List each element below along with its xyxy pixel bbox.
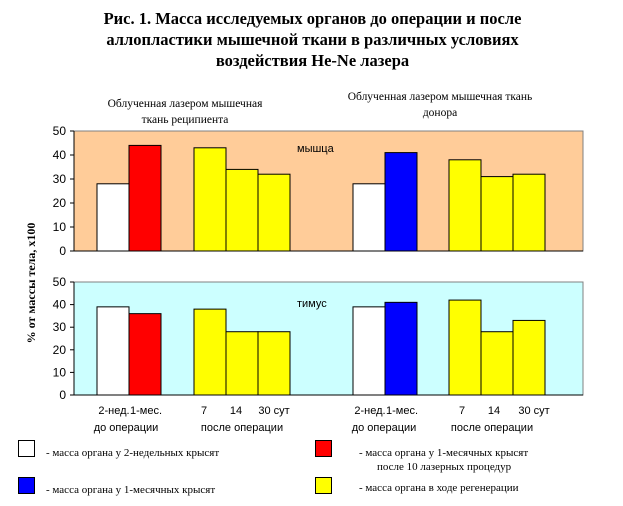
y-tick-label: 20 xyxy=(53,196,67,210)
legend-label-white: - масса органа у 2-недельных крысят xyxy=(46,447,220,459)
bar xyxy=(384,301,418,396)
bar xyxy=(480,331,514,396)
bar xyxy=(225,168,259,252)
legend-label-red: - масса органа у 1-месячных крысят после… xyxy=(359,447,529,473)
x-group-label: после операции xyxy=(201,422,283,434)
title-line-3: воздействия He-Ne лазера xyxy=(215,51,410,70)
donor-subtitle-line-1: Облученная лазером мышечная ткань xyxy=(347,91,533,103)
bar xyxy=(480,176,514,252)
panel-annotation: мышца xyxy=(297,143,335,155)
bar xyxy=(352,183,386,252)
x-group-label: до операции xyxy=(94,422,159,434)
bar xyxy=(512,173,546,252)
x-group-label: после операции xyxy=(451,422,533,434)
bar xyxy=(352,306,386,396)
panel-annotation: тимус xyxy=(297,298,327,310)
bar xyxy=(128,144,162,252)
bar xyxy=(225,331,259,396)
legend-swatch-red xyxy=(315,440,332,457)
title-line-1: Рис. 1. Масса исследуемых органов до опе… xyxy=(103,9,522,28)
y-tick-label: 30 xyxy=(53,320,67,334)
y-tick-label: 10 xyxy=(53,220,67,234)
bar xyxy=(257,173,291,252)
bar xyxy=(257,331,291,396)
x-tick-label: 1-мес. xyxy=(130,405,162,417)
donor-subtitle: Облученная лазером мышечная ткань донора xyxy=(330,89,550,121)
bar xyxy=(128,313,162,396)
y-tick-label: 30 xyxy=(53,172,67,186)
x-tick-label: 7 xyxy=(459,405,465,417)
legend-label-blue: - масса органа у 1-месячных крысят xyxy=(46,484,216,496)
recipient-subtitle-line-2: ткань реципиента xyxy=(141,114,229,126)
bar xyxy=(384,152,418,252)
bar xyxy=(193,147,227,252)
bar xyxy=(96,183,130,252)
y-tick-label: 50 xyxy=(53,124,67,138)
x-tick-label: 14 xyxy=(230,405,242,417)
legend-swatch-white xyxy=(18,440,35,457)
x-tick-label: 1-мес. xyxy=(386,405,418,417)
legend-swatch-blue xyxy=(18,477,35,494)
x-tick-label: 30 сут xyxy=(258,405,289,417)
legend-label-yellow: - масса органа в ходе регенерации xyxy=(359,482,519,494)
figure-title: Рис. 1. Масса исследуемых органов до опе… xyxy=(40,8,585,71)
y-tick-label: 40 xyxy=(53,148,67,162)
recipient-subtitle-line-1: Облученная лазером мышечная xyxy=(107,98,263,110)
y-tick-label: 0 xyxy=(59,244,66,258)
recipient-subtitle: Облученная лазером мышечная ткань реципи… xyxy=(80,96,290,128)
x-tick-label: 7 xyxy=(201,405,207,417)
bar xyxy=(448,159,482,252)
x-tick-label: 30 сут xyxy=(518,405,549,417)
legend-swatch-yellow xyxy=(315,477,332,494)
bar xyxy=(448,299,482,396)
x-group-label: до операции xyxy=(352,422,417,434)
y-tick-label: 20 xyxy=(53,343,67,357)
bar xyxy=(512,319,546,396)
y-tick-label: 50 xyxy=(53,275,67,289)
x-tick-label: 14 xyxy=(488,405,500,417)
y-tick-label: 40 xyxy=(53,298,67,312)
y-tick-label: 10 xyxy=(53,365,67,379)
y-tick-label: 0 xyxy=(59,388,66,402)
bar xyxy=(193,308,227,396)
bar xyxy=(96,306,130,396)
x-tick-label: 2-нед. xyxy=(354,405,385,417)
title-line-2: аллопластики мышечной ткани в различных … xyxy=(106,30,519,49)
y-axis-label: % от массы тела, х100 xyxy=(24,223,38,344)
x-tick-label: 2-нед. xyxy=(98,405,129,417)
donor-subtitle-line-2: донора xyxy=(422,107,458,119)
